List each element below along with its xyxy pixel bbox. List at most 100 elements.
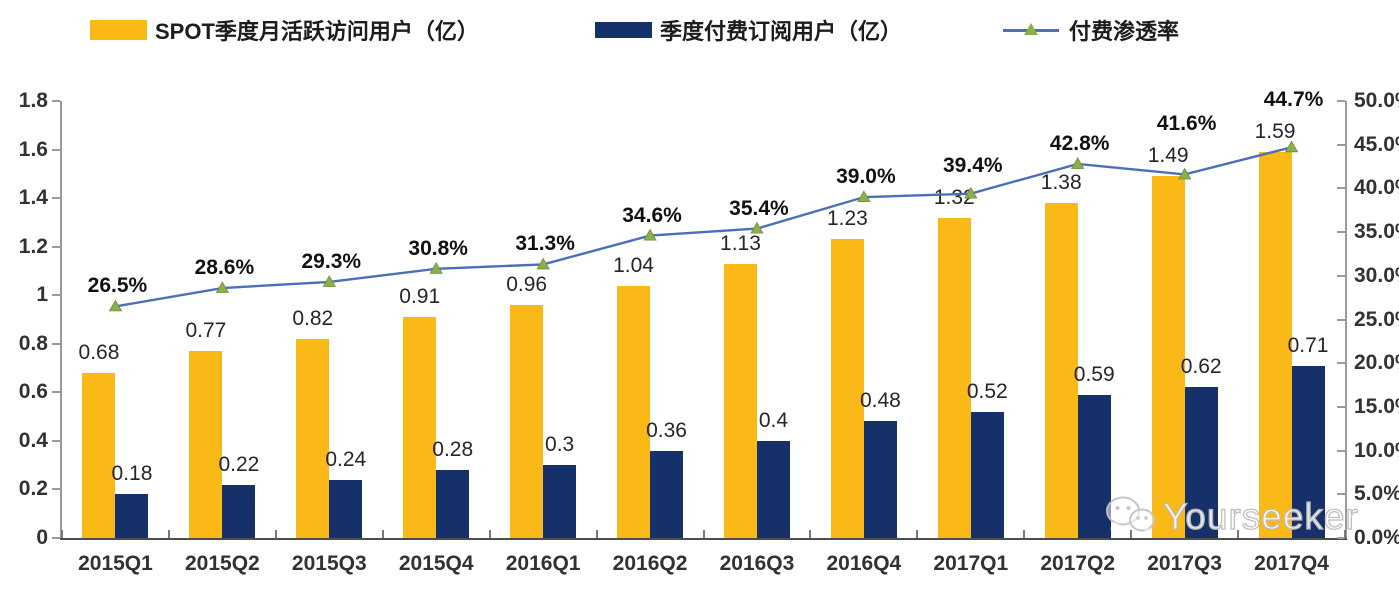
x-axis-category-label: 2016Q4 — [826, 552, 902, 575]
x-axis-category-label: 2017Q3 — [1147, 552, 1222, 575]
mau-bar — [1044, 202, 1078, 538]
right-axis-tick-label: 0.0% — [1354, 526, 1399, 549]
mau-bar — [403, 317, 437, 538]
x-axis-line — [60, 538, 1347, 540]
left-axis-tick-label: 0.4 — [18, 428, 48, 452]
legend-item-penetration: 付费渗透率 — [1003, 16, 1179, 44]
subs-value-label: 0.36 — [646, 418, 687, 442]
penetration-label: 29.3% — [301, 249, 362, 273]
right-axis-tick — [1337, 100, 1345, 102]
mau-bar — [617, 285, 651, 538]
x-axis-category-label: 2016Q1 — [505, 552, 581, 575]
x-axis-tick — [1344, 530, 1346, 538]
subs-value-label: 0.3 — [545, 433, 575, 457]
x-axis-category-label: 2017Q1 — [933, 552, 1009, 575]
mau-value-label: 1.59 — [1254, 119, 1296, 143]
subs-bar — [756, 440, 790, 538]
subs-value-label: 0.24 — [325, 447, 367, 471]
subs-bar — [1077, 394, 1111, 538]
right-axis-tick — [1337, 187, 1345, 190]
right-axis-tick-label: 45.0% — [1354, 132, 1399, 156]
penetration-marker — [108, 299, 123, 312]
right-axis-tick — [1337, 231, 1345, 234]
x-axis-tick — [381, 530, 384, 538]
right-axis-tick-label: 35.0% — [1354, 220, 1399, 244]
right-axis-tick-label: 50.0% — [1354, 89, 1399, 112]
right-axis-line — [1345, 101, 1347, 540]
penetration-label: 28.6% — [194, 256, 255, 280]
penetration-marker — [857, 190, 871, 203]
right-axis-tick — [1337, 362, 1345, 365]
right-axis-tick-label: 25.0% — [1354, 307, 1399, 331]
left-axis-tick — [52, 342, 60, 345]
penetration-marker — [536, 257, 550, 270]
mau-bar — [510, 304, 544, 538]
x-axis-tick — [1237, 530, 1240, 538]
left-axis-tick-label: 0.8 — [18, 331, 48, 355]
mau-value-label: 1.04 — [613, 253, 654, 277]
penetration-legend-glyph — [1003, 22, 1059, 38]
subs-value-label: 0.62 — [1180, 355, 1222, 379]
subs-value-label: 0.48 — [859, 389, 901, 413]
legend-item-mau: SPOT季度月活跃访问用户（亿） — [90, 16, 479, 44]
left-axis-tick — [52, 197, 60, 200]
right-axis-tick — [1337, 274, 1345, 277]
penetration-marker — [1071, 157, 1085, 169]
penetration-label: 44.7% — [1263, 87, 1324, 111]
left-axis-tick-label: 0.6 — [18, 380, 48, 404]
left-axis-tick — [52, 439, 60, 442]
mau-value-label: 1.13 — [720, 231, 761, 255]
mau-bar — [830, 239, 864, 538]
mau-value-label: 1.38 — [1040, 170, 1082, 194]
x-axis-tick — [595, 530, 598, 538]
x-axis-tick — [809, 530, 812, 538]
mau-value-label: 1.49 — [1147, 144, 1189, 168]
left-axis-tick — [52, 488, 60, 491]
penetration-legend-label: 付费渗透率 — [1069, 19, 1180, 44]
penetration-label: 41.6% — [1156, 112, 1217, 136]
penetration-label: 26.5% — [87, 274, 148, 298]
x-axis-category-label: 2016Q3 — [719, 552, 795, 575]
subs-bar — [1184, 387, 1218, 538]
mau-bar — [1151, 176, 1185, 538]
subs-value-label: 0.71 — [1287, 333, 1329, 357]
penetration-label: 30.8% — [408, 236, 468, 260]
mau-value-label: 0.68 — [78, 340, 120, 364]
left-axis-tick-label: 1.6 — [18, 137, 48, 161]
left-axis-tick-label: 0.2 — [18, 477, 48, 501]
x-axis-category-label: 2015Q3 — [291, 552, 367, 575]
subs-value-label: 0.52 — [966, 379, 1008, 403]
left-axis-tick — [52, 537, 60, 539]
penetration-label: 35.4% — [729, 196, 789, 220]
x-axis-category-label: 2017Q4 — [1254, 552, 1329, 575]
left-axis-tick — [52, 294, 60, 297]
wechat-icon — [1106, 496, 1155, 535]
left-axis-tick — [52, 391, 60, 394]
right-axis-tick — [1337, 493, 1345, 496]
subs-legend-swatch — [595, 22, 652, 38]
mau-bar — [296, 338, 330, 538]
subs-value-label: 0.18 — [111, 462, 153, 486]
penetration-line — [115, 146, 1292, 308]
right-axis-tick-label: 5.0% — [1354, 482, 1399, 506]
left-axis-tick — [52, 148, 60, 151]
mau-value-label: 0.96 — [506, 272, 548, 296]
subs-value-label: 0.22 — [218, 452, 260, 476]
subs-bar — [863, 421, 897, 538]
x-axis-tick — [1130, 530, 1133, 538]
x-axis-tick — [274, 530, 277, 538]
right-axis-tick — [1337, 405, 1345, 408]
x-axis-tick — [916, 530, 919, 538]
right-axis-tick-label: 40.0% — [1354, 176, 1399, 200]
x-axis-category-label: 2015Q1 — [78, 552, 153, 575]
right-axis-tick — [1337, 537, 1345, 539]
penetration-marker — [643, 228, 657, 241]
subs-bar — [329, 479, 363, 538]
triangle-marker-icon — [1024, 23, 1038, 35]
left-axis-tick-label: 1.4 — [18, 186, 48, 210]
mau-value-label: 0.77 — [185, 319, 227, 343]
subs-value-label: 0.4 — [758, 408, 789, 432]
mau-bar — [82, 372, 116, 538]
x-axis-category-label: 2017Q2 — [1040, 552, 1116, 575]
